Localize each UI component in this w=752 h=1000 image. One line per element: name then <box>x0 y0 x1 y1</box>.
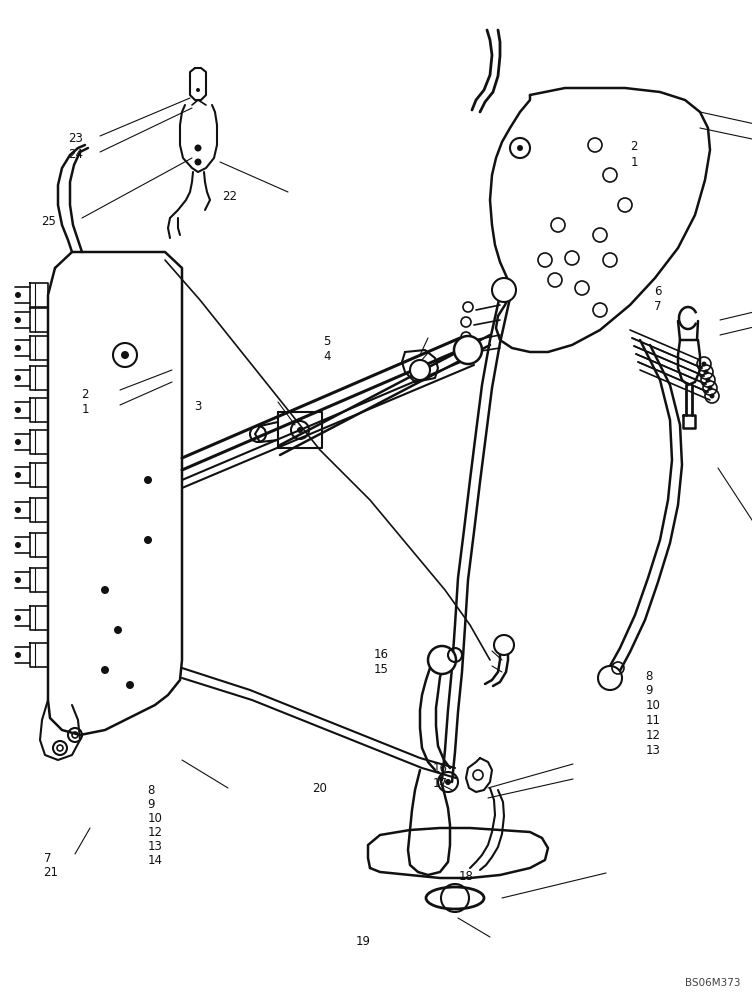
Circle shape <box>15 652 21 658</box>
Text: 25: 25 <box>41 215 56 228</box>
Circle shape <box>126 681 134 689</box>
Circle shape <box>417 367 423 373</box>
Text: 16: 16 <box>374 648 389 661</box>
Circle shape <box>297 427 303 433</box>
Text: 6: 6 <box>654 285 662 298</box>
Circle shape <box>195 144 202 151</box>
Text: 1: 1 <box>630 156 638 169</box>
Circle shape <box>438 656 446 664</box>
Text: 15: 15 <box>374 663 389 676</box>
Text: 21: 21 <box>44 866 59 879</box>
Circle shape <box>606 674 614 682</box>
Circle shape <box>144 536 152 544</box>
Circle shape <box>454 336 482 364</box>
Text: 7: 7 <box>654 300 662 313</box>
Circle shape <box>15 615 21 621</box>
Text: 18: 18 <box>459 870 474 883</box>
Circle shape <box>15 577 21 583</box>
Circle shape <box>15 507 21 513</box>
Circle shape <box>15 407 21 413</box>
Text: 5: 5 <box>323 335 331 348</box>
Circle shape <box>410 360 430 380</box>
Text: 13: 13 <box>645 744 660 757</box>
Text: 9: 9 <box>147 798 155 811</box>
Circle shape <box>15 375 21 381</box>
Text: 16: 16 <box>433 762 448 775</box>
Circle shape <box>708 385 712 390</box>
Text: 2: 2 <box>81 388 89 401</box>
Circle shape <box>702 361 706 366</box>
Text: 20: 20 <box>312 782 327 795</box>
Text: 8: 8 <box>147 784 155 797</box>
Circle shape <box>144 476 152 484</box>
Circle shape <box>500 286 508 294</box>
Circle shape <box>501 642 507 648</box>
Text: 19: 19 <box>356 935 371 948</box>
Circle shape <box>463 345 473 355</box>
Circle shape <box>704 369 708 374</box>
Text: 7: 7 <box>44 852 51 865</box>
Circle shape <box>428 646 456 674</box>
Circle shape <box>709 393 714 398</box>
Circle shape <box>114 626 122 634</box>
Circle shape <box>15 292 21 298</box>
Circle shape <box>445 779 451 785</box>
Circle shape <box>195 158 202 165</box>
Text: 1: 1 <box>81 403 89 416</box>
Circle shape <box>15 317 21 323</box>
Text: 2: 2 <box>630 140 638 153</box>
Text: 13: 13 <box>147 840 162 853</box>
Circle shape <box>15 439 21 445</box>
Text: 11: 11 <box>645 714 660 727</box>
Circle shape <box>15 345 21 351</box>
Text: 12: 12 <box>645 729 660 742</box>
Text: BS06M373: BS06M373 <box>684 978 740 988</box>
Text: 10: 10 <box>645 699 660 712</box>
Text: 23: 23 <box>68 132 83 145</box>
Text: 17: 17 <box>433 777 448 790</box>
Text: 24: 24 <box>68 148 83 161</box>
Text: 14: 14 <box>147 854 162 867</box>
Circle shape <box>101 586 109 594</box>
Text: 4: 4 <box>323 350 331 363</box>
Circle shape <box>101 666 109 674</box>
Circle shape <box>196 88 200 92</box>
Circle shape <box>15 472 21 478</box>
Circle shape <box>598 666 622 690</box>
Circle shape <box>15 542 21 548</box>
Text: 9: 9 <box>645 684 653 697</box>
Text: 10: 10 <box>147 812 162 825</box>
Circle shape <box>492 278 516 302</box>
Text: 8: 8 <box>645 670 653 683</box>
Text: 3: 3 <box>194 400 202 413</box>
Circle shape <box>517 145 523 151</box>
Text: 12: 12 <box>147 826 162 839</box>
Circle shape <box>494 635 514 655</box>
Circle shape <box>121 351 129 359</box>
Circle shape <box>705 377 711 382</box>
Text: 22: 22 <box>222 190 237 203</box>
